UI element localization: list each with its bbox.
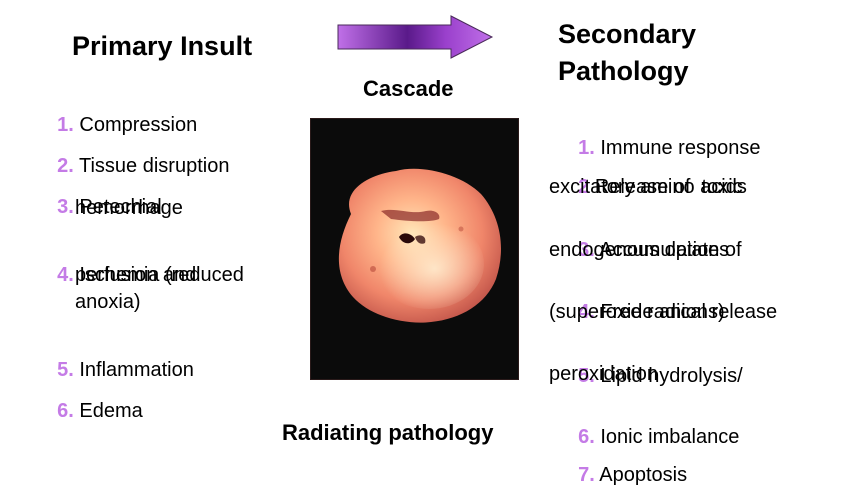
right-item-5-cont: peroxidation — [549, 361, 658, 388]
item-text: Edema — [79, 400, 142, 422]
spinal-cord-cross-section-image — [311, 119, 518, 379]
right-arrow-icon — [336, 14, 496, 60]
left-item-3-cont: hemorrhage — [75, 195, 183, 222]
right-item-7: 7. Apoptosis — [567, 435, 687, 489]
radiating-pathology-caption: Radiating pathology — [282, 420, 493, 446]
item-number: 7. — [578, 464, 595, 486]
item-text: Apoptosis — [599, 464, 687, 486]
item-number: 6. — [57, 400, 74, 422]
left-item-4-cont-1: perfusion and — [75, 262, 196, 289]
secondary-pathology-title-line1: Secondary — [558, 18, 696, 50]
right-item-3-cont: endogenous opiates — [549, 237, 729, 264]
primary-insult-title: Primary Insult — [72, 30, 252, 62]
left-item-4-cont-2: anoxia) — [75, 289, 141, 316]
right-item-4-cont: (superoxide anions) — [549, 299, 725, 326]
left-item-6: 6. Edema — [46, 371, 143, 425]
secondary-pathology-title-line2: Pathology — [558, 55, 689, 87]
right-item-2-cont: excitatory amino acids — [549, 174, 747, 201]
item-number: 4. — [57, 264, 74, 286]
cascade-label: Cascade — [363, 76, 454, 102]
item-number: 3. — [57, 196, 74, 218]
